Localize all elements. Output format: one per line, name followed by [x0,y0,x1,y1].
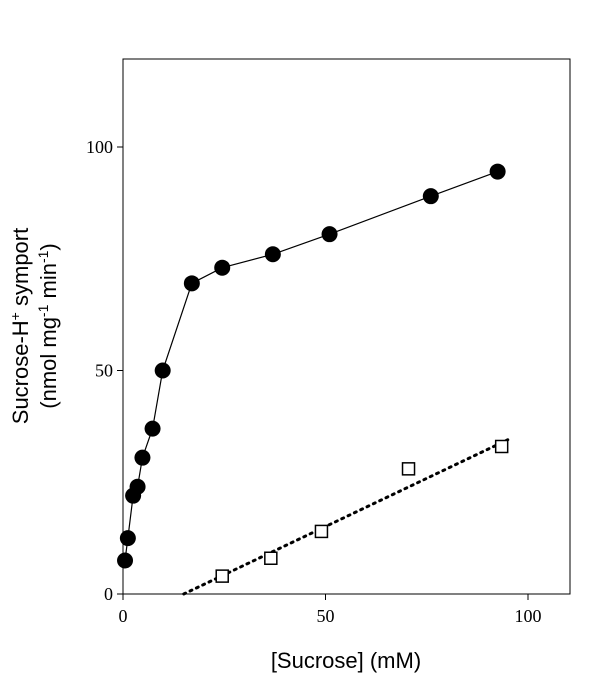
y-tick-label: 50 [95,361,113,381]
series2-point [264,551,278,565]
series1-point [214,259,231,276]
y-axis-title-line2-p1: (nmol mg [36,317,61,409]
series1-point [129,478,146,495]
series2-point [215,569,229,583]
series1-point [134,449,151,466]
y-tick-label: 100 [86,137,113,157]
y-axis-title-line2-sup1: -1 [35,304,51,317]
x-tick-label: 100 [515,606,542,626]
y-axis-title-line2-p3: ) [36,243,61,250]
series2-point [494,439,509,454]
series2-point [314,524,329,539]
series1-point [144,420,161,437]
x-axis-title: [Sucrose] (mM) [271,648,421,673]
y-tick-label: 0 [104,584,113,604]
series1-point [154,362,171,379]
series1-point [264,246,281,263]
y-axis-title-line1: Sucrose-H+ symport [7,228,33,424]
y-axis-title-line1-sup: + [7,312,23,320]
series1-point [117,552,134,569]
axis-ticks: 0 50 100 0 50 100 [86,137,542,626]
series1-point [422,188,439,205]
y-axis-title-line1-rest: symport [8,228,33,312]
y-axis-title-line2: (nmol mg-1 min-1) [35,243,61,408]
data-marks [117,163,510,596]
series1-line [124,171,498,561]
plot-frame [122,58,571,595]
series1-point [183,275,200,292]
series2-point [401,462,416,476]
x-tick-label: 0 [119,606,128,626]
series1-point [119,530,136,547]
series1-point [321,226,338,243]
x-tick-label: 50 [317,606,335,626]
y-axis-title-line2-p2: min [36,263,61,305]
series2-fit-line [182,438,510,596]
y-axis-title-line1-main: Sucrose-H [8,320,33,424]
series1-point [489,163,506,180]
y-axis-title-line2-sup2: -1 [35,250,51,263]
